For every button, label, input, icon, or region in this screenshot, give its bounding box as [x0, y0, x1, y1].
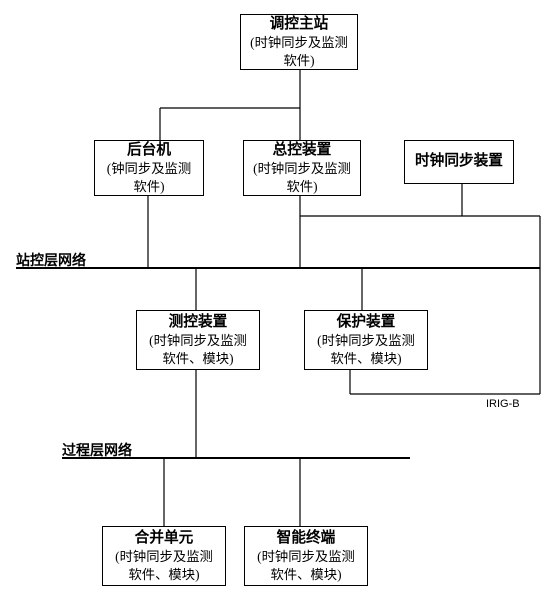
node-general-title: 总控装置: [273, 141, 332, 160]
node-prot: 保护装置 (时钟同步及监测软件、模块): [304, 310, 428, 370]
node-clock: 时钟同步装置: [404, 140, 514, 184]
node-merge-sub: (时钟同步及监测软件、模块): [109, 548, 219, 583]
label-process-net: 过程层网络: [62, 440, 132, 460]
node-merge: 合并单元 (时钟同步及监测软件、模块): [102, 526, 226, 586]
node-iterm-title: 智能终端: [277, 529, 336, 548]
node-master-title: 调控主站: [270, 15, 329, 34]
connectors: [0, 0, 560, 608]
node-master: 调控主站 (时钟同步及监测软件): [240, 14, 358, 70]
node-master-sub: (时钟同步及监测软件): [247, 34, 351, 69]
node-general-sub: (时钟同步及监测软件): [250, 160, 354, 195]
node-prot-title: 保护装置: [337, 313, 396, 332]
node-backend-title: 后台机: [127, 141, 171, 160]
label-irigb: IRIG-B: [486, 398, 520, 410]
label-station-net: 站控层网络: [16, 250, 86, 270]
node-mc-sub: (时钟同步及监测软件、模块): [143, 332, 253, 367]
node-merge-title: 合并单元: [135, 529, 194, 548]
node-prot-sub: (时钟同步及监测软件、模块): [311, 332, 421, 367]
node-general: 总控装置 (时钟同步及监测软件): [243, 140, 361, 196]
node-iterm-sub: (时钟同步及监测软件、模块): [251, 548, 361, 583]
node-iterm: 智能终端 (时钟同步及监测软件、模块): [244, 526, 368, 586]
node-backend-sub: (钟同步及监测软件): [101, 160, 197, 195]
node-mc: 测控装置 (时钟同步及监测软件、模块): [136, 310, 260, 370]
node-backend: 后台机 (钟同步及监测软件): [94, 140, 204, 196]
node-mc-title: 测控装置: [169, 313, 228, 332]
node-clock-title: 时钟同步装置: [415, 152, 503, 171]
